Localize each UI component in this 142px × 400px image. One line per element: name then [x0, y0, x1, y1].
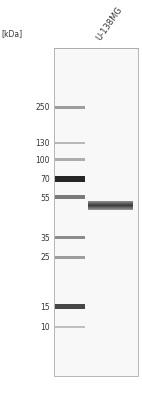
Bar	[55, 176, 85, 182]
Bar	[88, 205, 133, 206]
Bar	[88, 201, 133, 202]
Bar	[88, 208, 133, 209]
Bar	[88, 206, 133, 207]
Text: 55: 55	[40, 194, 50, 203]
Text: 35: 35	[40, 234, 50, 243]
Bar	[88, 204, 133, 205]
Bar	[88, 201, 133, 202]
Text: 100: 100	[35, 156, 50, 165]
Bar	[88, 209, 133, 210]
Bar	[55, 142, 85, 144]
Bar	[55, 195, 85, 199]
Bar	[88, 203, 133, 204]
Bar	[88, 205, 133, 206]
Text: 250: 250	[35, 102, 50, 112]
Bar	[88, 209, 133, 210]
Bar	[88, 207, 133, 208]
Bar	[55, 256, 85, 258]
Text: 25: 25	[40, 254, 50, 262]
Text: [kDa]: [kDa]	[1, 29, 23, 38]
Bar	[88, 207, 133, 208]
Bar	[88, 203, 133, 204]
Text: U-138MG: U-138MG	[95, 5, 125, 42]
Bar	[55, 106, 85, 108]
Bar	[88, 202, 133, 203]
Text: 130: 130	[35, 139, 50, 148]
Bar	[55, 236, 85, 239]
Text: 70: 70	[40, 175, 50, 184]
Bar	[55, 158, 85, 161]
Text: 10: 10	[40, 323, 50, 332]
Bar	[55, 304, 85, 309]
Bar	[54, 48, 138, 376]
Bar	[55, 326, 85, 328]
Text: 15: 15	[40, 303, 50, 312]
